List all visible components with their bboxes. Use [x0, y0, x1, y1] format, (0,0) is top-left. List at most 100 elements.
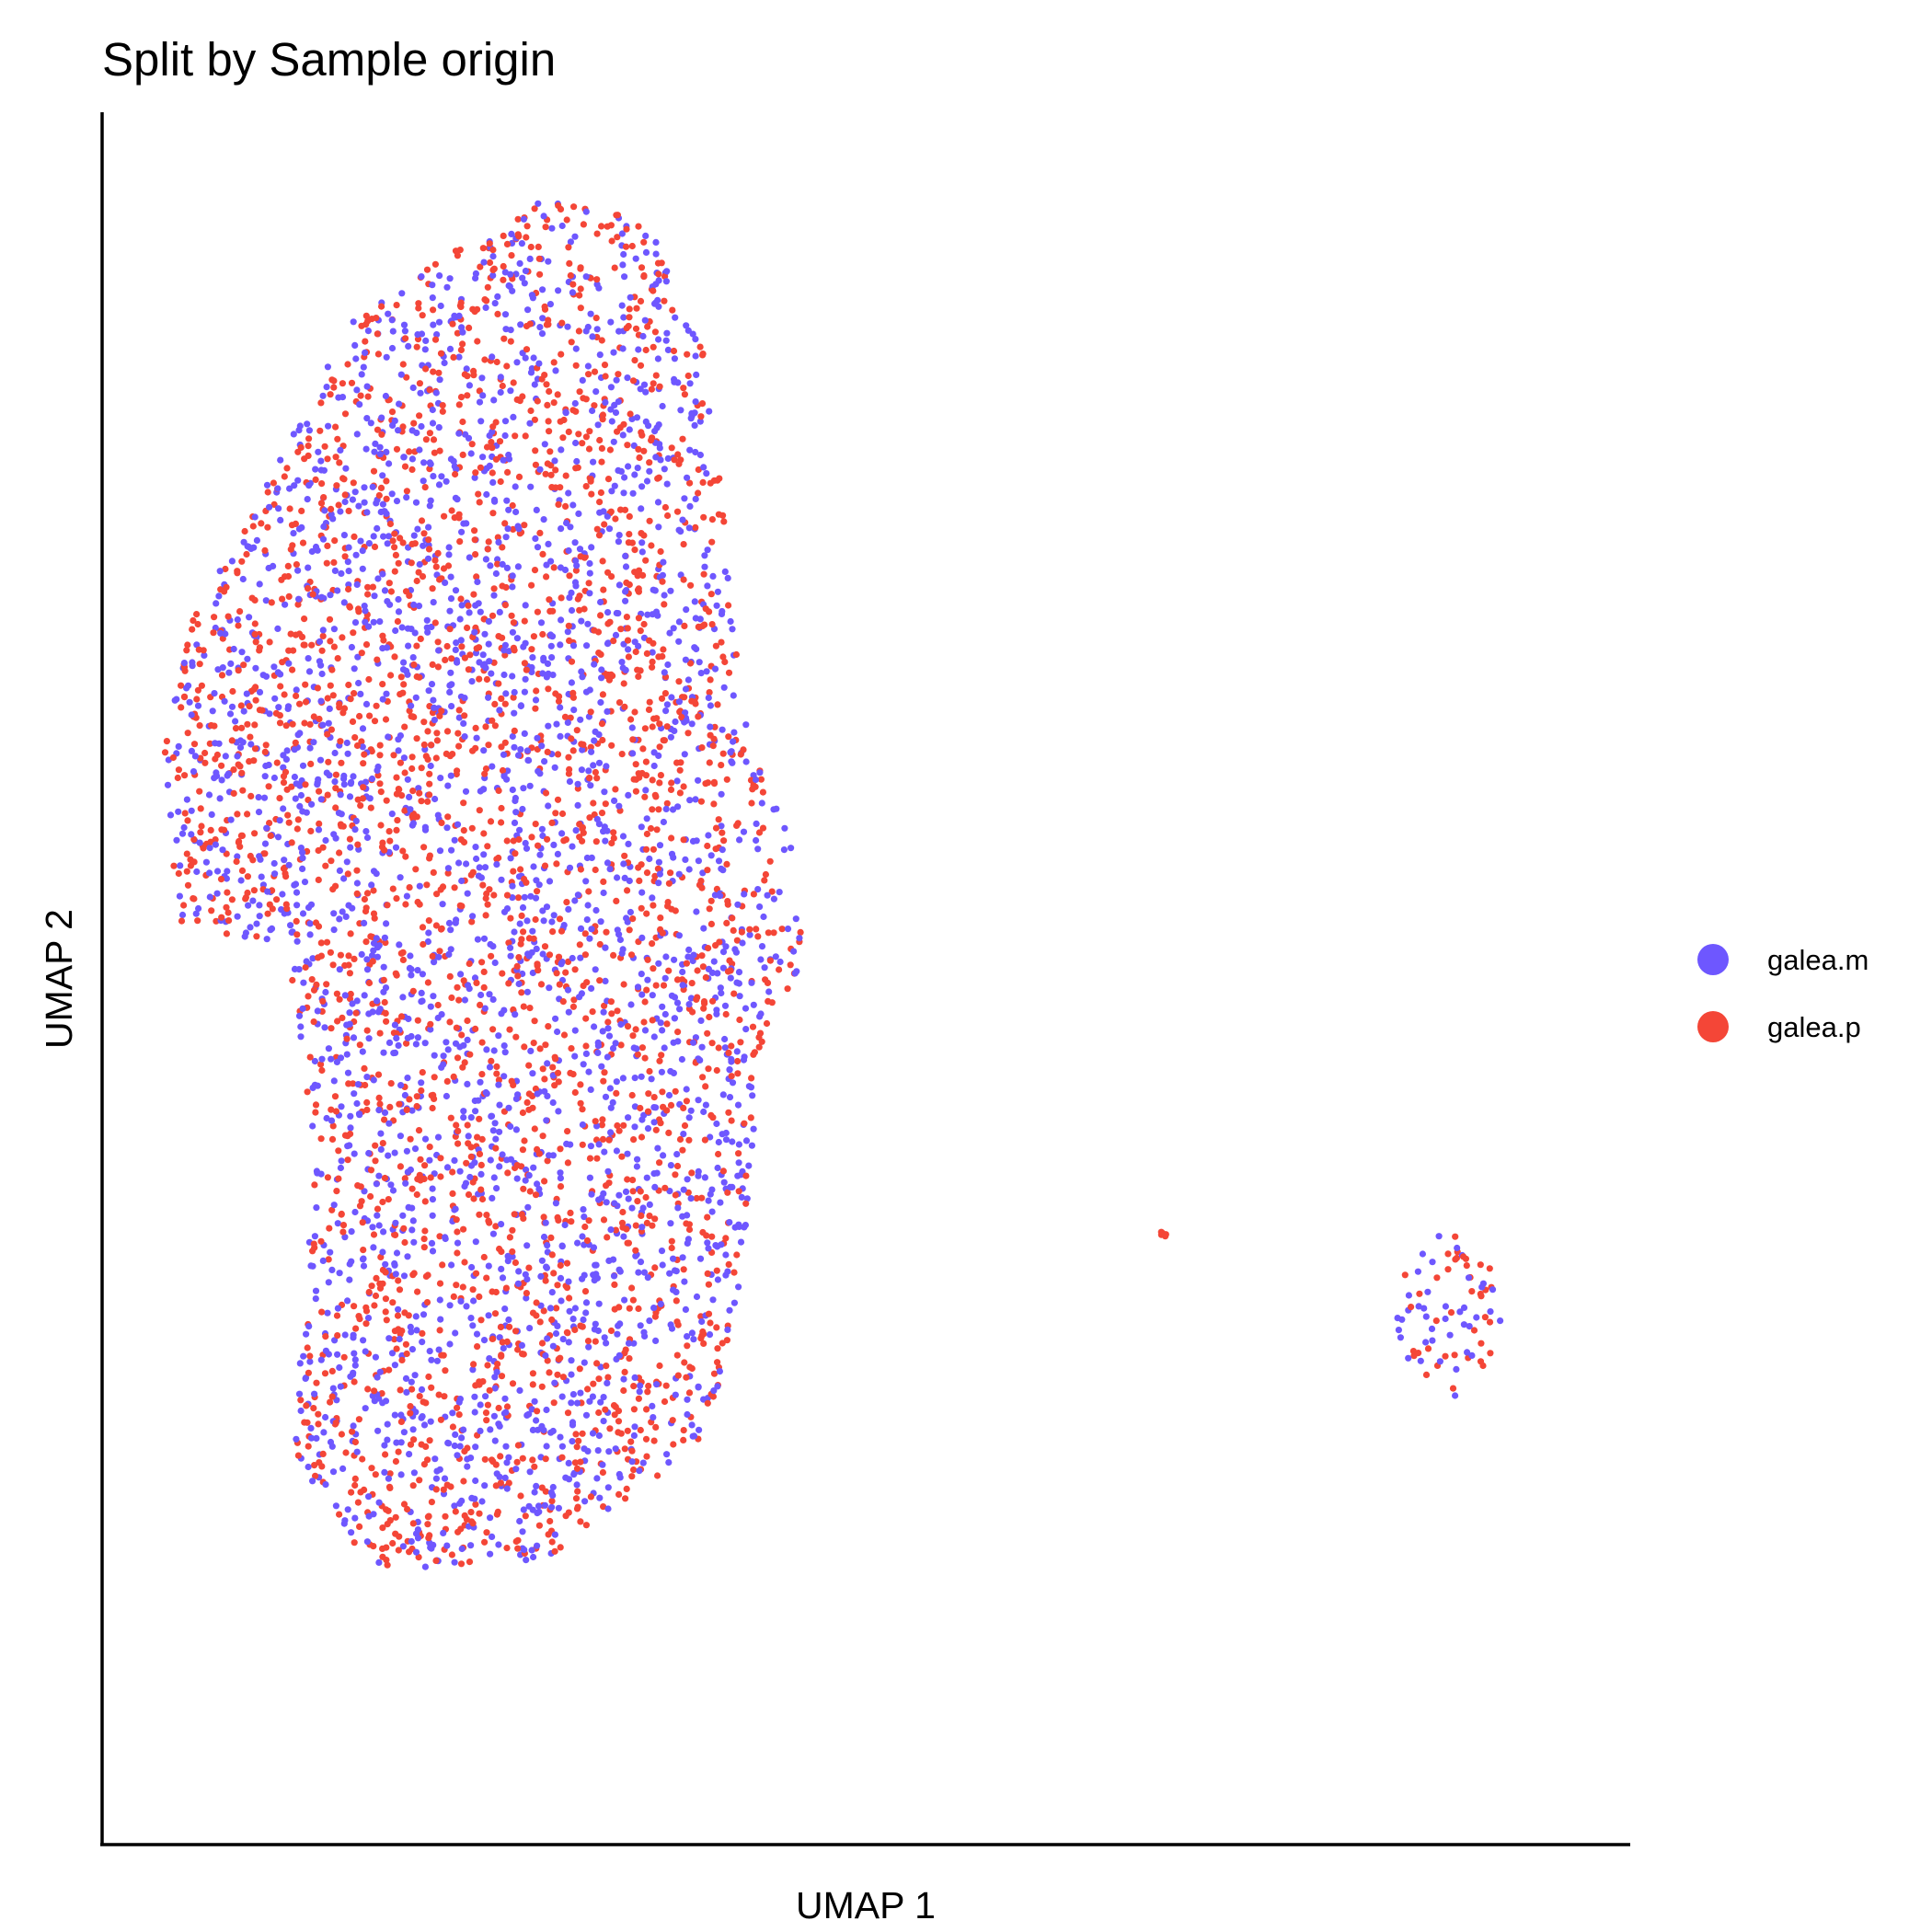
data-point-galea-m: [458, 324, 466, 331]
data-point-galea-m: [247, 545, 255, 553]
data-point-galea-m: [256, 581, 263, 588]
data-point-galea-p: [324, 542, 331, 550]
data-point-galea-m: [661, 1010, 669, 1018]
data-point-galea-p: [437, 1155, 444, 1162]
data-point-galea-m: [349, 1000, 356, 1007]
data-point-galea-p: [630, 1466, 638, 1474]
data-point-galea-m: [441, 1475, 449, 1482]
data-point-galea-m: [707, 852, 715, 859]
data-point-galea-p: [576, 592, 583, 600]
data-point-galea-m: [350, 1334, 357, 1341]
data-point-galea-p: [667, 786, 675, 794]
data-point-galea-m: [368, 775, 376, 783]
data-point-galea-m: [625, 840, 632, 848]
data-point-galea-p: [700, 570, 707, 578]
data-point-galea-p: [650, 287, 657, 294]
data-point-galea-m: [347, 1373, 354, 1380]
data-point-galea-m: [374, 953, 381, 960]
data-point-galea-p: [514, 1442, 523, 1449]
data-point-galea-m: [428, 623, 435, 631]
data-point-galea-m: [438, 473, 445, 480]
data-point-galea-m: [679, 1254, 686, 1261]
data-point-galea-m: [456, 615, 464, 623]
data-point-galea-p: [608, 839, 615, 847]
data-point-galea-p: [638, 1133, 646, 1141]
data-point-galea-p: [572, 1495, 581, 1502]
data-point-galea-p: [672, 1087, 679, 1095]
data-point-galea-p: [440, 1351, 447, 1359]
data-point-galea-p: [512, 432, 519, 440]
data-point-galea-p: [1442, 1352, 1449, 1360]
data-point-galea-p: [313, 981, 320, 988]
data-point-galea-m: [192, 910, 200, 917]
data-point-galea-m: [305, 655, 312, 662]
data-point-galea-m: [365, 623, 373, 630]
data-point-galea-m: [253, 536, 260, 545]
data-point-galea-m: [388, 1350, 397, 1357]
data-point-galea-m: [553, 720, 560, 728]
data-point-galea-m: [621, 1296, 628, 1304]
data-point-galea-p: [390, 752, 397, 759]
data-point-galea-p: [235, 761, 242, 768]
data-point-galea-p: [493, 1070, 500, 1077]
data-point-galea-m: [535, 1502, 543, 1510]
data-point-galea-m: [429, 406, 436, 414]
data-point-galea-m: [285, 660, 293, 667]
data-point-galea-p: [542, 789, 550, 797]
data-point-galea-m: [505, 1316, 512, 1324]
data-point-galea-p: [593, 525, 601, 533]
data-point-galea-p: [351, 1438, 359, 1446]
data-point-galea-p: [483, 443, 491, 451]
data-point-galea-m: [480, 935, 489, 942]
data-point-galea-p: [331, 537, 339, 545]
data-point-galea-m: [416, 882, 423, 890]
data-point-galea-p: [596, 436, 604, 444]
data-point-galea-m: [615, 1470, 623, 1478]
data-point-galea-p: [535, 842, 542, 849]
data-point-galea-m: [309, 1084, 316, 1091]
data-point-galea-m: [367, 420, 374, 427]
data-point-galea-p: [550, 564, 558, 571]
data-point-galea-m: [642, 787, 650, 794]
data-point-galea-m: [552, 1200, 560, 1207]
data-point-galea-m: [672, 718, 679, 726]
data-point-galea-m: [296, 422, 304, 430]
data-point-galea-m: [256, 913, 263, 920]
data-point-galea-p: [545, 418, 552, 425]
data-point-galea-p: [401, 1175, 408, 1182]
data-point-galea-m: [597, 918, 604, 926]
data-point-galea-m: [171, 696, 178, 704]
data-point-galea-p: [455, 996, 463, 1004]
data-point-galea-m: [522, 839, 529, 847]
data-point-galea-m: [714, 1164, 721, 1172]
data-point-galea-p: [426, 430, 433, 437]
data-point-galea-m: [604, 512, 611, 520]
data-point-galea-p: [733, 822, 741, 830]
data-point-galea-p: [1451, 1351, 1458, 1359]
data-point-galea-p: [501, 520, 509, 527]
data-point-galea-p: [546, 596, 553, 604]
data-point-galea-p: [542, 470, 549, 477]
data-point-galea-m: [637, 1322, 644, 1329]
data-point-galea-p: [606, 618, 614, 626]
data-point-galea-p: [425, 546, 433, 553]
data-point-galea-m: [625, 1195, 632, 1202]
data-point-galea-m: [512, 809, 520, 816]
data-point-galea-m: [500, 1344, 507, 1352]
data-point-galea-m: [327, 592, 334, 599]
data-point-galea-p: [368, 1282, 375, 1290]
data-point-galea-m: [461, 1182, 468, 1190]
data-point-galea-p: [489, 1026, 497, 1033]
data-point-galea-m: [684, 1236, 693, 1243]
data-point-galea-p: [468, 747, 477, 754]
data-point-galea-m: [408, 1378, 415, 1386]
data-point-galea-p: [469, 1520, 477, 1527]
data-point-galea-p: [374, 1205, 382, 1213]
data-point-galea-p: [563, 899, 570, 906]
data-point-galea-m: [612, 408, 620, 417]
data-point-galea-p: [546, 448, 554, 455]
data-point-galea-p: [392, 1457, 399, 1466]
data-point-galea-p: [725, 1049, 732, 1056]
data-point-galea-m: [247, 924, 254, 931]
data-point-galea-m: [620, 1233, 627, 1240]
